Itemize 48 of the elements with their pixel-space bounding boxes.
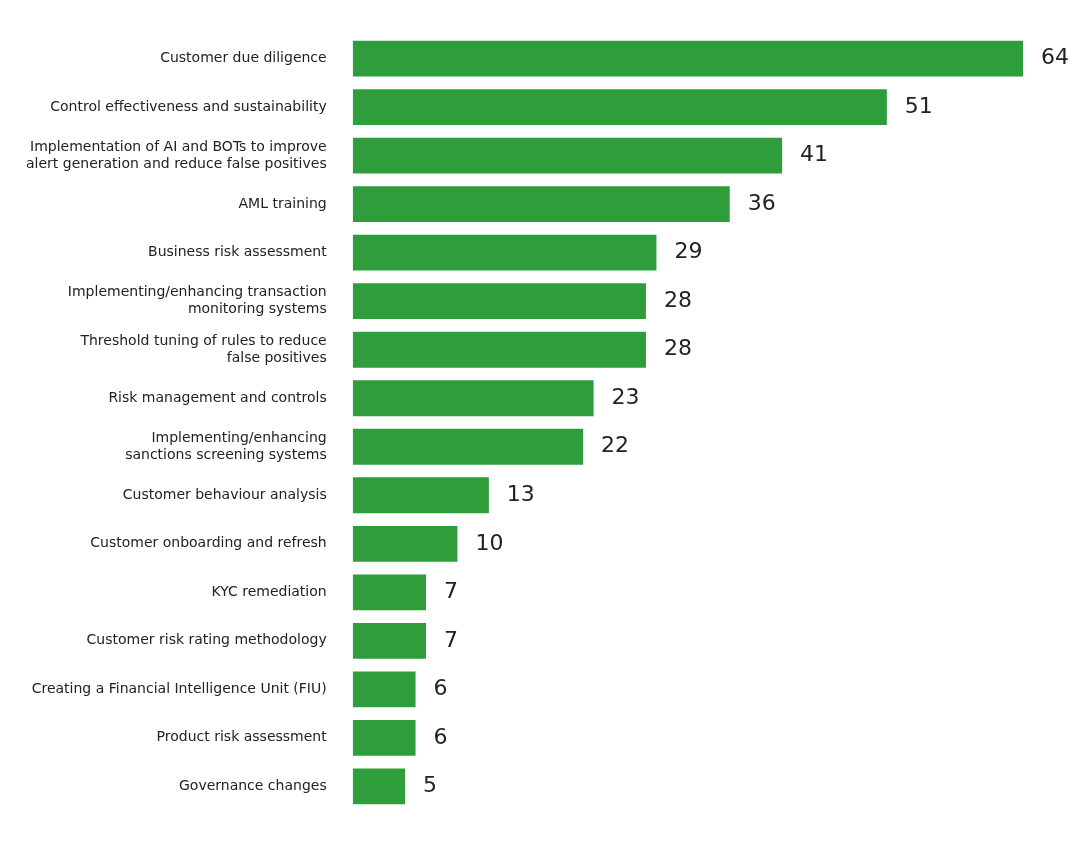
data-label: 5 [423,772,438,798]
data-label: 64 [1041,44,1069,70]
y-tick-label: Customer behaviour analysis [122,485,327,502]
bar [352,477,489,514]
y-tick-label: AML training [238,194,327,211]
data-label: 51 [904,92,933,118]
y-tick-label: KYC remediation [211,582,327,599]
data-label: 7 [444,626,459,652]
y-tick-label: Customer risk rating methodology [86,631,327,648]
data-label: 28 [663,286,692,312]
data-label: 36 [747,189,776,215]
bar [352,234,657,271]
bar [352,671,416,708]
bar [352,428,584,465]
data-label: 6 [433,675,448,701]
bar [352,768,406,805]
bar [352,525,458,562]
bar [352,622,427,659]
bar [352,186,730,223]
data-label: 29 [674,238,703,264]
y-tick-label: Governance changes [178,776,327,793]
y-tick-label: Product risk assessment [156,728,328,745]
data-label: 7 [444,578,459,604]
bar [352,89,887,126]
y-tick-label: Risk management and controls [108,388,327,405]
y-tick-label: Threshold tuning of rules to reduce false positives [79,331,327,365]
data-label: 13 [506,480,535,506]
data-label: 23 [611,383,640,409]
y-tick-label: Implementing/enhancing sanctions screening systems [125,429,327,462]
bar [352,719,416,756]
bar [352,574,427,611]
data-label: 6 [433,723,448,749]
y-tick-label: Customer onboarding and refresh [90,534,327,551]
y-tick-label: Creating a Financial Intelligence Unit (FIU) [31,679,327,696]
data-label: 41 [800,141,829,167]
bar [352,380,594,417]
bar [352,40,1023,77]
data-label: 28 [663,335,692,361]
y-tick-label: Customer due diligence [160,49,327,66]
y-tick-label: Business risk assessment [148,243,328,260]
data-label: 10 [475,529,504,555]
data-label: 22 [601,432,630,458]
bar [352,137,783,174]
y-tick-label: Control effectiveness and sustainability [50,97,327,114]
bar [352,283,646,320]
y-tick-label: Implementing/enhancing transaction monitoring systems [67,283,327,317]
bar [352,331,646,368]
y-tick-label: Implementation of AI and BOTs to improve alert generation and reduce false positives [26,137,327,171]
